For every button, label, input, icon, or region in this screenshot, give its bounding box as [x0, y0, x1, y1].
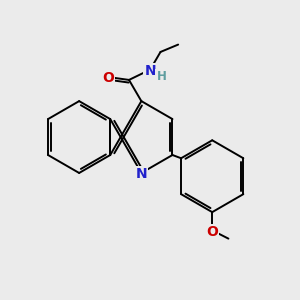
Text: O: O — [206, 225, 218, 239]
Text: O: O — [102, 71, 114, 85]
Text: H: H — [156, 70, 166, 83]
Text: N: N — [144, 64, 156, 78]
Text: N: N — [136, 167, 147, 182]
